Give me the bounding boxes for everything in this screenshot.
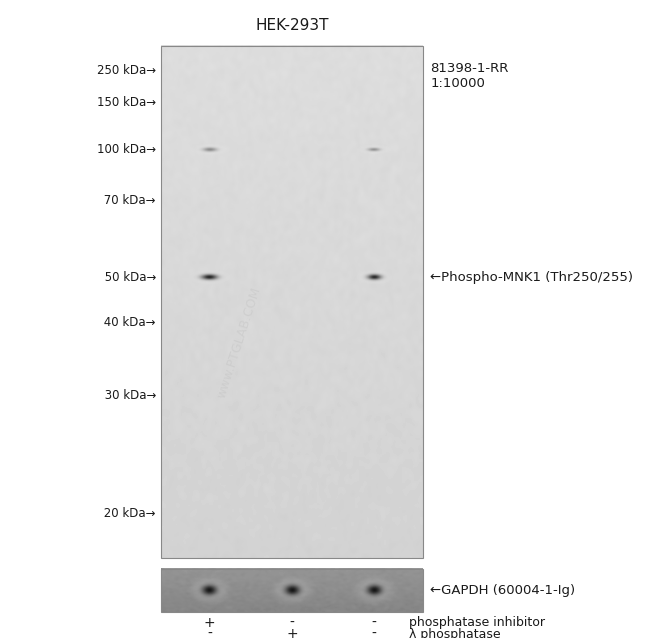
Text: -: - xyxy=(289,616,294,630)
Text: 50 kDa→: 50 kDa→ xyxy=(101,271,156,284)
Text: ←Phospho-MNK1 (Thr250/255): ←Phospho-MNK1 (Thr250/255) xyxy=(430,271,633,284)
Text: 70 kDa→: 70 kDa→ xyxy=(101,194,156,207)
Text: 150 kDa→: 150 kDa→ xyxy=(97,96,156,109)
Text: HEK-293T: HEK-293T xyxy=(255,18,329,33)
Text: -: - xyxy=(372,616,376,630)
Text: www.PTGLAB.COM: www.PTGLAB.COM xyxy=(215,286,264,401)
Text: λ phosphatase: λ phosphatase xyxy=(409,628,500,638)
Text: ←GAPDH (60004-1-Ig): ←GAPDH (60004-1-Ig) xyxy=(430,584,575,597)
Text: 100 kDa→: 100 kDa→ xyxy=(97,143,156,156)
Text: 250 kDa→: 250 kDa→ xyxy=(97,64,156,77)
Text: 81398-1-RR
1:10000: 81398-1-RR 1:10000 xyxy=(430,62,509,90)
Text: 20 kDa→: 20 kDa→ xyxy=(101,507,156,520)
Text: -: - xyxy=(372,627,376,638)
Text: +: + xyxy=(286,627,298,638)
Text: -: - xyxy=(207,627,212,638)
Text: +: + xyxy=(203,616,215,630)
Text: 40 kDa→: 40 kDa→ xyxy=(101,316,156,329)
Bar xyxy=(161,569,422,612)
Text: phosphatase inhibitor: phosphatase inhibitor xyxy=(409,616,545,629)
Bar xyxy=(161,46,422,558)
Text: 30 kDa→: 30 kDa→ xyxy=(101,389,156,402)
